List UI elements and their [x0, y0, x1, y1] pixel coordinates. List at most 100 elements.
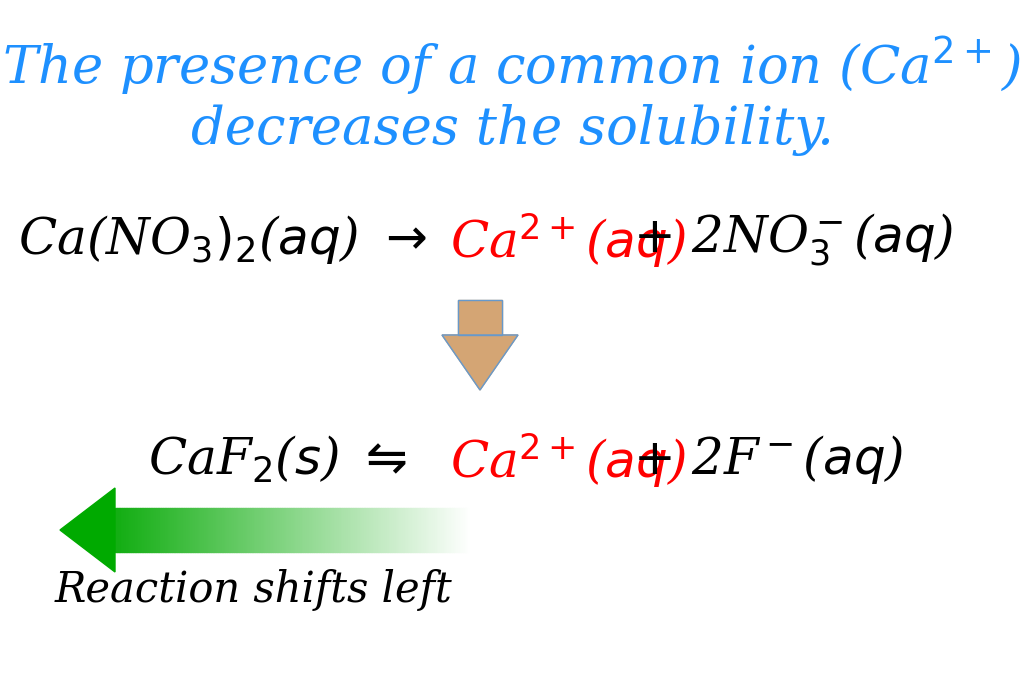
Bar: [313, 508, 315, 552]
Bar: [388, 508, 390, 552]
Text: $+$ 2F$^-$($aq$): $+$ 2F$^-$($aq$): [618, 433, 904, 487]
Bar: [383, 508, 385, 552]
Bar: [167, 508, 168, 552]
Bar: [174, 508, 175, 552]
Bar: [438, 508, 440, 552]
Bar: [460, 508, 461, 552]
Bar: [233, 508, 236, 552]
Bar: [349, 508, 351, 552]
Bar: [334, 508, 335, 552]
Bar: [213, 508, 214, 552]
Bar: [221, 508, 223, 552]
Bar: [220, 508, 221, 552]
Bar: [461, 508, 463, 552]
Bar: [211, 508, 213, 552]
Bar: [129, 508, 131, 552]
Text: Reaction shifts left: Reaction shifts left: [55, 569, 453, 611]
Bar: [366, 508, 367, 552]
Bar: [454, 508, 456, 552]
Bar: [269, 508, 271, 552]
Bar: [194, 508, 195, 552]
Bar: [214, 508, 216, 552]
Bar: [138, 508, 140, 552]
Bar: [301, 508, 303, 552]
Bar: [161, 508, 163, 552]
Bar: [287, 508, 289, 552]
Bar: [117, 508, 119, 552]
Bar: [458, 508, 460, 552]
Bar: [395, 508, 397, 552]
Bar: [400, 508, 402, 552]
Bar: [414, 508, 415, 552]
Bar: [122, 508, 124, 552]
Bar: [191, 508, 194, 552]
Bar: [456, 508, 458, 552]
Bar: [467, 508, 468, 552]
Bar: [134, 508, 136, 552]
Bar: [126, 508, 127, 552]
Bar: [422, 508, 424, 552]
Text: $+$ 2NO$_3^-$($aq$): $+$ 2NO$_3^-$($aq$): [618, 212, 954, 268]
Bar: [131, 508, 133, 552]
Bar: [451, 508, 453, 552]
Bar: [160, 508, 161, 552]
Bar: [204, 508, 206, 552]
Text: decreases the solubility.: decreases the solubility.: [190, 104, 834, 156]
Bar: [177, 508, 179, 552]
Bar: [358, 508, 360, 552]
Polygon shape: [442, 335, 518, 390]
Bar: [240, 508, 241, 552]
Bar: [325, 508, 327, 552]
Bar: [390, 508, 392, 552]
Text: Ca(NO$_3)_2$($aq$) $\rightarrow$: Ca(NO$_3)_2$($aq$) $\rightarrow$: [18, 214, 438, 266]
Bar: [238, 508, 240, 552]
Bar: [327, 508, 328, 552]
Bar: [361, 508, 364, 552]
Bar: [315, 508, 317, 552]
Bar: [182, 508, 184, 552]
Bar: [274, 508, 276, 552]
Bar: [209, 508, 211, 552]
Bar: [351, 508, 353, 552]
Bar: [172, 508, 174, 552]
Bar: [346, 508, 347, 552]
Bar: [133, 508, 134, 552]
Bar: [344, 508, 346, 552]
Bar: [402, 508, 404, 552]
Bar: [225, 508, 227, 552]
Bar: [431, 508, 433, 552]
Bar: [202, 508, 204, 552]
Bar: [296, 508, 298, 552]
Bar: [307, 508, 308, 552]
Bar: [445, 508, 446, 552]
Text: Ca$^{2+}$($aq$): Ca$^{2+}$($aq$): [450, 210, 686, 270]
Bar: [257, 508, 259, 552]
Bar: [317, 508, 319, 552]
Bar: [151, 508, 153, 552]
Bar: [397, 508, 399, 552]
Bar: [321, 508, 323, 552]
Text: Ca$^{2+}$($aq$): Ca$^{2+}$($aq$): [450, 431, 686, 489]
Bar: [356, 508, 358, 552]
Bar: [153, 508, 154, 552]
Bar: [354, 508, 356, 552]
Bar: [443, 508, 445, 552]
Bar: [170, 508, 172, 552]
Bar: [145, 508, 147, 552]
Bar: [197, 508, 199, 552]
Bar: [434, 508, 436, 552]
Bar: [323, 508, 325, 552]
Bar: [236, 508, 238, 552]
Bar: [228, 508, 230, 552]
Bar: [310, 508, 312, 552]
Bar: [308, 508, 310, 552]
Bar: [453, 508, 454, 552]
Bar: [248, 508, 250, 552]
Bar: [271, 508, 273, 552]
Bar: [294, 508, 296, 552]
Bar: [207, 508, 209, 552]
Bar: [276, 508, 279, 552]
Bar: [376, 508, 378, 552]
Bar: [429, 508, 431, 552]
Bar: [385, 508, 387, 552]
